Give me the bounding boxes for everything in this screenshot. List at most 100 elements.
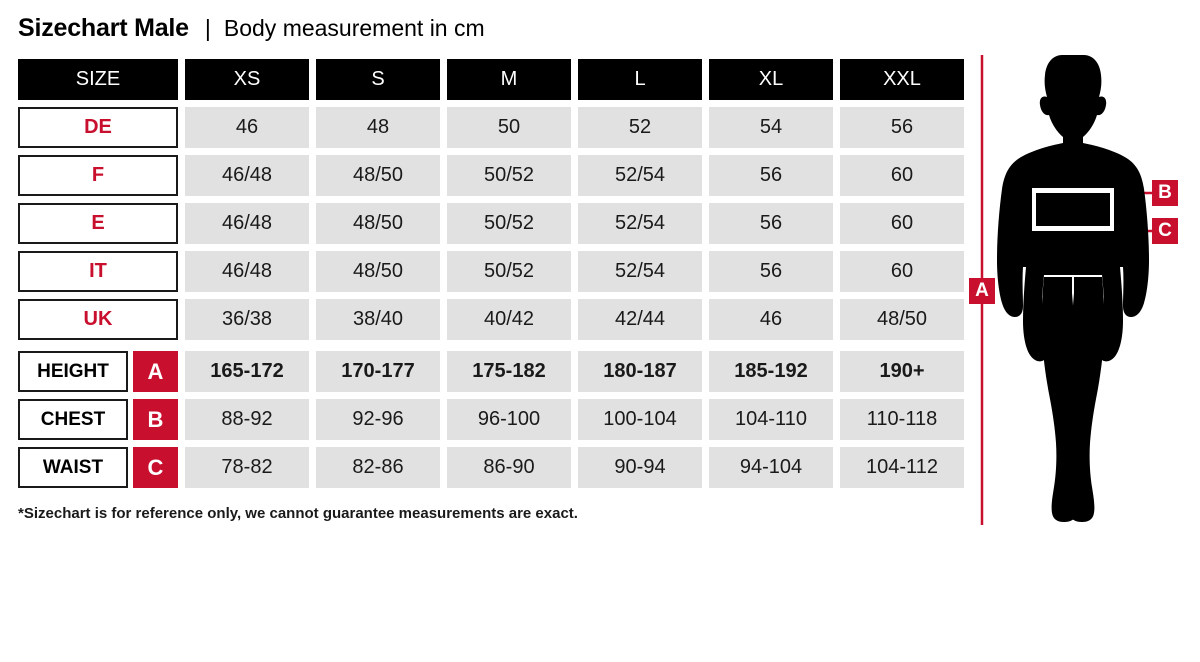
country-label-group-uk: UK: [18, 299, 178, 340]
country-label-e: E: [18, 203, 178, 244]
title-main-text: Sizechart Male: [18, 14, 189, 42]
cell-waist-s: 82-86: [316, 447, 440, 488]
band-left-edge: [1032, 188, 1036, 231]
cell-it-l: 52/54: [578, 251, 702, 292]
cell-waist-m: 86-90: [447, 447, 571, 488]
cell-f-m: 50/52: [447, 155, 571, 196]
cell-de-s: 48: [316, 107, 440, 148]
cell-it-m: 50/52: [447, 251, 571, 292]
header-size-m: M: [447, 59, 571, 100]
chest-measure-band: [1032, 188, 1114, 193]
table-row: WAIST C 78-82 82-86 86-90 90-94 94-104 1…: [18, 447, 964, 488]
cell-height-xs: 165-172: [185, 351, 309, 392]
country-label-f: F: [18, 155, 178, 196]
table-row: F 46/48 48/50 50/52 52/54 56 60: [18, 155, 964, 196]
measure-badge-b: B: [133, 399, 178, 440]
page-title: Sizechart Male | Body measurement in cm: [18, 14, 485, 43]
table-row: E 46/48 48/50 50/52 52/54 56 60: [18, 203, 964, 244]
cell-chest-xs: 88-92: [185, 399, 309, 440]
cell-f-xs: 46/48: [185, 155, 309, 196]
header-size-xl: XL: [709, 59, 833, 100]
country-label-uk: UK: [18, 299, 178, 340]
cell-e-xs: 46/48: [185, 203, 309, 244]
country-label-group-de: DE: [18, 107, 178, 148]
figure-marker-a: A: [969, 278, 995, 304]
body-figure-panel: A B C: [960, 45, 1200, 545]
cell-chest-xxl: 110-118: [840, 399, 964, 440]
measure-label-group-waist: WAIST C: [18, 447, 178, 488]
cell-waist-xs: 78-82: [185, 447, 309, 488]
country-label-group-f: F: [18, 155, 178, 196]
cell-height-xxl: 190+: [840, 351, 964, 392]
cell-de-xs: 46: [185, 107, 309, 148]
cell-waist-l: 90-94: [578, 447, 702, 488]
cell-e-m: 50/52: [447, 203, 571, 244]
country-label-group-it: IT: [18, 251, 178, 292]
measure-label-height: HEIGHT: [18, 351, 128, 392]
cell-e-l: 52/54: [578, 203, 702, 244]
body-silhouette-diagram: [980, 55, 1160, 525]
cell-uk-xl: 46: [709, 299, 833, 340]
header-size-s: S: [316, 59, 440, 100]
header-size-xs: XS: [185, 59, 309, 100]
figure-marker-c: C: [1152, 218, 1178, 244]
band-right-edge: [1110, 188, 1114, 231]
cell-e-xl: 56: [709, 203, 833, 244]
cell-chest-xl: 104-110: [709, 399, 833, 440]
cell-height-m: 175-182: [447, 351, 571, 392]
measure-label-waist: WAIST: [18, 447, 128, 488]
cell-waist-xl: 94-104: [709, 447, 833, 488]
cell-waist-xxl: 104-112: [840, 447, 964, 488]
cell-it-xs: 46/48: [185, 251, 309, 292]
cell-f-l: 52/54: [578, 155, 702, 196]
header-size-l: L: [578, 59, 702, 100]
cell-uk-s: 38/40: [316, 299, 440, 340]
cell-uk-xxl: 48/50: [840, 299, 964, 340]
title-subtitle-text: Body measurement in cm: [223, 15, 485, 41]
country-label-it: IT: [18, 251, 178, 292]
cell-height-l: 180-187: [578, 351, 702, 392]
country-label-de: DE: [18, 107, 178, 148]
title-separator: |: [204, 15, 211, 41]
cell-uk-l: 42/44: [578, 299, 702, 340]
cell-de-xl: 54: [709, 107, 833, 148]
table-row: HEIGHT A 165-172 170-177 175-182 180-187…: [18, 351, 964, 392]
cell-it-xl: 56: [709, 251, 833, 292]
table-row: IT 46/48 48/50 50/52 52/54 56 60: [18, 251, 964, 292]
header-size-xxl: XXL: [840, 59, 964, 100]
table-row: DE 46 48 50 52 54 56: [18, 107, 964, 148]
cell-e-s: 48/50: [316, 203, 440, 244]
cell-it-s: 48/50: [316, 251, 440, 292]
cell-de-l: 52: [578, 107, 702, 148]
measure-label-chest: CHEST: [18, 399, 128, 440]
figure-marker-b: B: [1152, 180, 1178, 206]
measure-label-group-height: HEIGHT A: [18, 351, 178, 392]
table-header-row: SIZE XS S M L XL XXL: [18, 59, 964, 100]
measure-label-group-chest: CHEST B: [18, 399, 178, 440]
cell-it-xxl: 60: [840, 251, 964, 292]
cell-chest-s: 92-96: [316, 399, 440, 440]
country-label-group-e: E: [18, 203, 178, 244]
sizechart-table: SIZE XS S M L XL XXL DE 46 48 50 52 54 5…: [18, 59, 964, 495]
header-size-label: SIZE: [18, 59, 178, 100]
cell-f-s: 48/50: [316, 155, 440, 196]
cell-height-s: 170-177: [316, 351, 440, 392]
cell-de-xxl: 56: [840, 107, 964, 148]
cell-e-xxl: 60: [840, 203, 964, 244]
table-row: CHEST B 88-92 92-96 96-100 100-104 104-1…: [18, 399, 964, 440]
measure-badge-a: A: [133, 351, 178, 392]
table-row: UK 36/38 38/40 40/42 42/44 46 48/50: [18, 299, 964, 340]
cell-de-m: 50: [447, 107, 571, 148]
waist-measure-band: [1032, 226, 1114, 231]
measure-badge-c: C: [133, 447, 178, 488]
cell-chest-m: 96-100: [447, 399, 571, 440]
cell-height-xl: 185-192: [709, 351, 833, 392]
cell-uk-xs: 36/38: [185, 299, 309, 340]
male-body-silhouette: [997, 55, 1149, 522]
cell-chest-l: 100-104: [578, 399, 702, 440]
cell-f-xxl: 60: [840, 155, 964, 196]
header-label-group: SIZE: [18, 59, 178, 100]
cell-uk-m: 40/42: [447, 299, 571, 340]
footnote-text: *Sizechart is for reference only, we can…: [18, 505, 578, 522]
cell-f-xl: 56: [709, 155, 833, 196]
